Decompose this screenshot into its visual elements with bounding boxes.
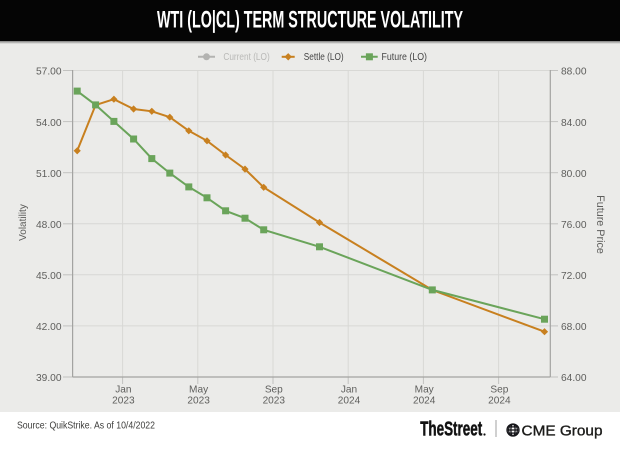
svg-text:May: May [189,385,209,396]
svg-text:Future Price: Future Price [594,195,606,254]
svg-text:45.00: 45.00 [36,271,62,282]
svg-text:Volatility: Volatility [18,204,29,241]
svg-text:54.00: 54.00 [36,118,62,129]
svg-text:2023: 2023 [263,396,286,407]
svg-text:80.00: 80.00 [561,169,587,180]
svg-text:Future (LO): Future (LO) [382,52,428,63]
svg-text:2023: 2023 [187,396,210,407]
svg-text:May: May [415,385,435,396]
svg-text:76.00: 76.00 [561,220,587,231]
svg-text:Source: QuikStrike. As of 10/4: Source: QuikStrike. As of 10/4/2022 [17,420,155,431]
svg-text:88.00: 88.00 [561,67,587,78]
svg-text:84.00: 84.00 [561,118,587,129]
svg-text:TheStreet: TheStreet [420,419,482,441]
svg-text:Sep: Sep [265,385,283,396]
svg-text:Jan: Jan [341,385,357,396]
svg-text:Settle (LO): Settle (LO) [304,52,344,63]
svg-text:2024: 2024 [488,396,511,407]
svg-text:2023: 2023 [112,396,135,407]
svg-text:2024: 2024 [413,396,436,407]
svg-text:48.00: 48.00 [36,220,62,231]
svg-text:72.00: 72.00 [561,271,587,282]
svg-text:51.00: 51.00 [36,169,62,180]
svg-text:Jan: Jan [115,385,131,396]
svg-text:42.00: 42.00 [36,322,62,333]
svg-text:Current (LO): Current (LO) [223,52,269,63]
svg-text:68.00: 68.00 [561,322,587,333]
svg-text:64.00: 64.00 [561,373,587,384]
svg-text:Sep: Sep [490,385,508,396]
svg-text:2024: 2024 [338,396,361,407]
svg-text:CME Group: CME Group [522,422,603,439]
svg-text:WTI (LO|CL) TERM STRUCTURE VOL: WTI (LO|CL) TERM STRUCTURE VOLATILITY [157,7,463,34]
svg-text:57.00: 57.00 [36,67,62,78]
svg-text:39.00: 39.00 [36,373,62,384]
